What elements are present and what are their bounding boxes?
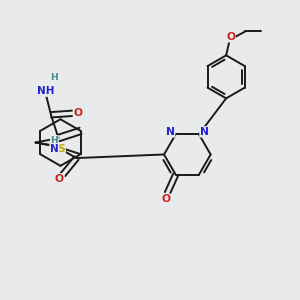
Text: O: O [226,32,235,42]
Text: N: N [50,144,59,154]
Text: N: N [166,127,175,137]
Text: N: N [200,127,209,137]
Text: O: O [73,108,82,118]
Text: O: O [161,194,170,204]
Text: NH: NH [37,86,54,96]
Text: O: O [55,174,64,184]
Text: H: H [50,136,58,145]
Text: S: S [58,144,65,154]
Text: H: H [50,73,58,82]
